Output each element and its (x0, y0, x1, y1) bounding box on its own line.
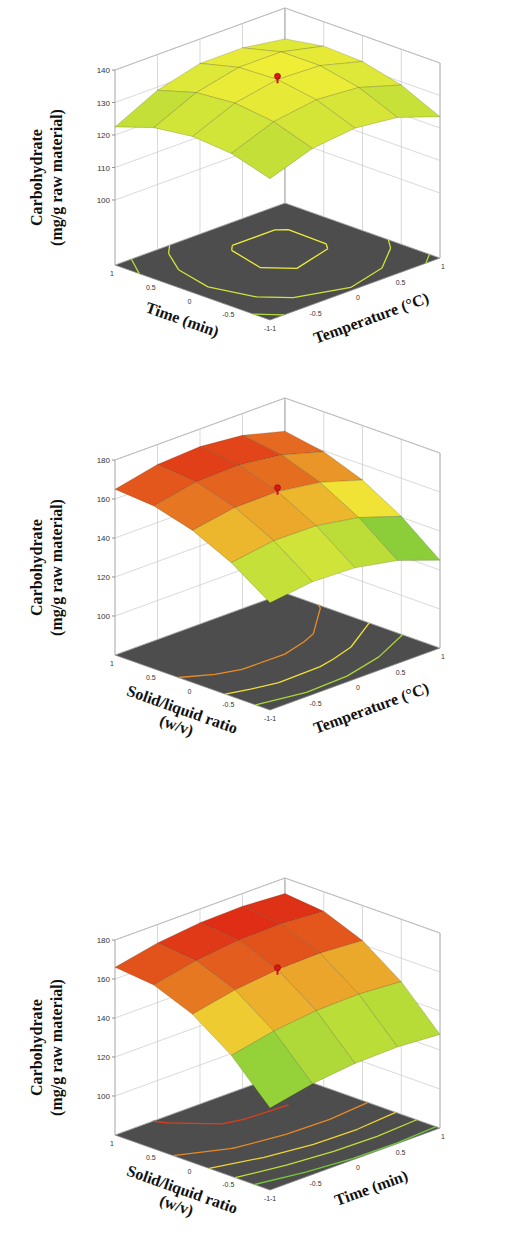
z-tick-label: 100 (97, 196, 111, 205)
x-tick-label: 0 (356, 294, 360, 301)
surface-cell (231, 122, 312, 179)
y-tick-label: 1 (110, 1140, 114, 1147)
z-tick (112, 460, 115, 461)
y-tick-label: -0.5 (222, 311, 234, 318)
x-tick-label: -1 (270, 1195, 276, 1202)
y-tick-label: -1 (264, 1195, 270, 1202)
z-axis-title: (mg/g raw material) (48, 499, 66, 636)
z-tick (112, 538, 115, 539)
design-point (275, 965, 281, 971)
contour-line (235, 1120, 417, 1178)
y-tick-label: 1 (110, 660, 114, 667)
y-tick-label: -1 (264, 325, 270, 332)
z-tick (112, 70, 115, 71)
z-axis-title: Carbohydrate (28, 519, 46, 616)
x-tick-label: -0.5 (309, 700, 321, 707)
y-axis-title: Time (min) (143, 298, 221, 341)
surface (115, 39, 440, 179)
y-grid-line (440, 933, 441, 1128)
y-tick-label: 1 (110, 270, 114, 277)
y-tick-label: -0.5 (222, 701, 234, 708)
surface (115, 431, 440, 603)
z-tick (112, 167, 115, 168)
y-grid-line (401, 49, 402, 244)
y-tick-label: -1 (264, 715, 270, 722)
x-tick-label: 0 (356, 684, 360, 691)
x-tick-label: 1 (441, 263, 445, 270)
x-tick-label: 0 (356, 1164, 360, 1171)
contour-line (232, 230, 328, 269)
contour-line (178, 605, 320, 678)
y-tick-label: 0 (188, 1168, 192, 1175)
x-tick-label: -1 (270, 715, 276, 722)
y-tick-label: 0.5 (146, 284, 156, 291)
y-axis-title: (w/v) (157, 1192, 196, 1221)
z-axis-title: Carbohydrate (28, 999, 46, 1096)
z-tick-label: 140 (97, 1014, 111, 1023)
design-point (275, 73, 281, 79)
z-tick-label: 100 (97, 1092, 111, 1101)
x-grid-line (157, 55, 158, 250)
z-tick-label: 100 (97, 612, 111, 621)
x-axis-title: Time (min) (332, 1167, 410, 1210)
y-grid-line (440, 453, 441, 648)
z-tick (112, 200, 115, 201)
y-tick-label: 0 (188, 298, 192, 305)
z-tick-label: 140 (97, 66, 111, 75)
x-tick-label: 0.5 (396, 279, 406, 286)
z-tick-label: 110 (97, 164, 110, 173)
z-tick (112, 940, 115, 941)
surface-cell (231, 541, 312, 603)
design-point (275, 485, 281, 491)
z-tick-label: 180 (97, 456, 111, 465)
surface-chart: 100120140160180-1-0.500.51-1-0.500.51Sol… (28, 878, 445, 1220)
z-tick-label: 120 (97, 131, 111, 140)
surface (115, 894, 440, 1109)
z-tick-label: 180 (97, 936, 111, 945)
z-grid-line (115, 398, 440, 460)
surface-cell (231, 1031, 312, 1108)
z-tick (112, 1057, 115, 1058)
z-tick-label: 160 (97, 495, 111, 504)
y-tick-label: 0.5 (146, 1154, 156, 1161)
z-tick (112, 1096, 115, 1097)
x-axis-title: Temperature (°C) (311, 289, 431, 348)
z-tick (112, 616, 115, 617)
x-tick-label: -1 (270, 325, 276, 332)
z-tick (112, 499, 115, 500)
figure: 100110120130140-1-0.500.51-1-0.500.51Tim… (0, 0, 524, 1239)
y-axis-title: (w/v) (157, 712, 196, 741)
x-tick-label: 0.5 (396, 1149, 406, 1156)
contour-line (153, 1105, 289, 1124)
z-tick (112, 979, 115, 980)
z-tick (112, 577, 115, 578)
z-tick-label: 160 (97, 975, 111, 984)
z-tick (112, 135, 115, 136)
y-tick-label: -0.5 (222, 1181, 234, 1188)
x-tick-label: 1 (441, 1133, 445, 1140)
y-tick-label: 0.5 (146, 674, 156, 681)
contour-line (225, 623, 369, 694)
x-grid-line (115, 940, 116, 1135)
z-tick-label: 120 (97, 1053, 111, 1062)
y-tick-label: 0 (188, 688, 192, 695)
z-tick-label: 140 (97, 534, 111, 543)
y-grid-line (440, 63, 441, 258)
surface-chart: 100 110 120 130 140 -1 -0.5 0 0.5 1 -1 -0.5 0 0.5 1 Tim… (28, 8, 445, 348)
z-axis-title: Carbohydrate (28, 129, 46, 226)
x-tick-label: 1 (441, 653, 445, 660)
z-axis-title: (mg/g raw material) (48, 979, 66, 1116)
z-axis-title: (mg/g raw material) (48, 109, 66, 246)
surface-chart: 100120140160180-1-0.500.51-1-0.500.51Sol… (28, 398, 445, 740)
x-tick-label: -0.5 (309, 310, 321, 317)
z-tick (112, 102, 115, 103)
z-tick-label: 120 (97, 573, 111, 582)
x-tick-label: -0.5 (309, 1180, 321, 1187)
z-tick (112, 1018, 115, 1019)
x-tick-label: 0.5 (396, 669, 406, 676)
x-axis-title: Temperature (°C) (311, 679, 431, 738)
z-tick-label: 130 (97, 99, 111, 108)
